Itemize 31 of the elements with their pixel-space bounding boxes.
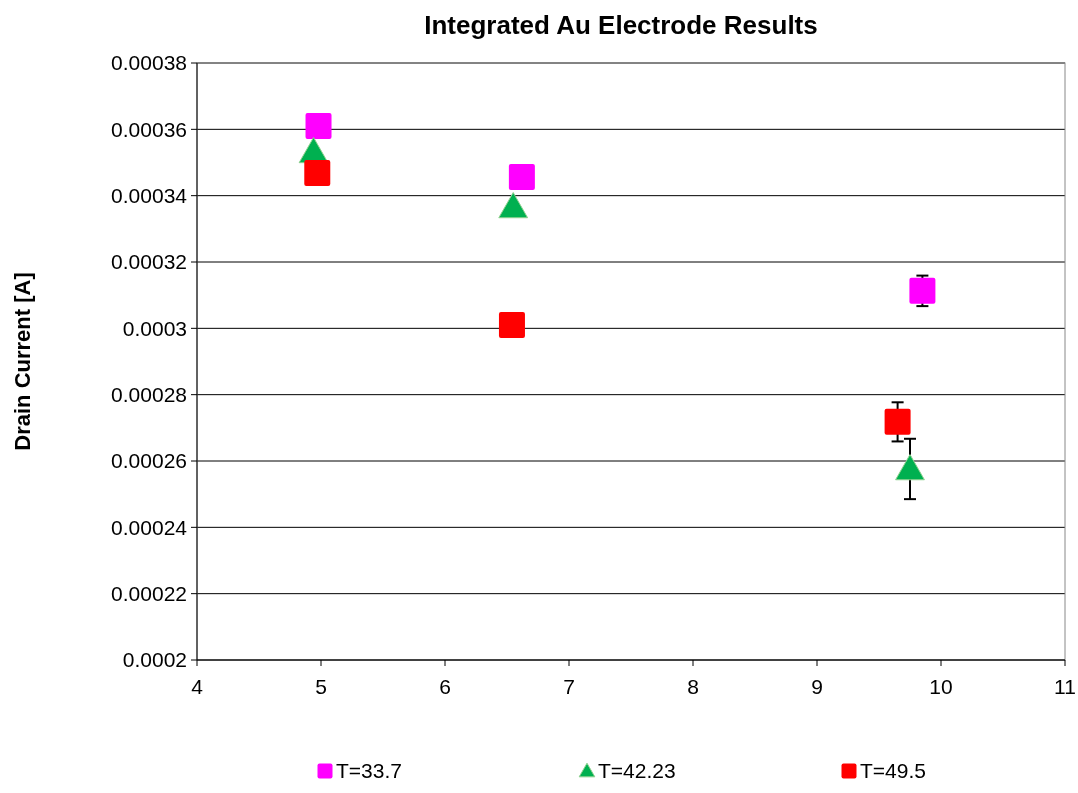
x-tick-label: 6	[439, 675, 451, 698]
chart-title: Integrated Au Electrode Results	[424, 10, 818, 40]
y-tick-label: 0.00022	[111, 582, 187, 606]
y-tick-label: 0.00024	[111, 515, 188, 539]
x-tick-label: 7	[563, 675, 575, 698]
legend-label: T=33.7	[336, 759, 402, 782]
x-tick-label: 5	[315, 675, 327, 698]
y-tick-label: 0.00032	[111, 250, 187, 274]
point	[895, 454, 925, 481]
y-tick-label: 0.0003	[122, 316, 187, 340]
x-tick-label: 9	[811, 675, 823, 698]
x-tick-label: 10	[929, 675, 953, 698]
x-tick-label: 11	[1054, 675, 1076, 698]
legend-label: T=49.5	[860, 759, 926, 782]
y-tick-label: 0.00034	[111, 184, 188, 208]
y-axis-title: Drain Current [A]	[10, 272, 35, 451]
y-tick-label: 0.00028	[111, 383, 187, 407]
y-tick-label: 0.0002	[122, 648, 187, 672]
point	[498, 312, 525, 339]
point	[304, 160, 331, 187]
x-tick-label: 4	[191, 675, 204, 698]
legend-label: T=42.23	[598, 759, 676, 782]
point	[884, 408, 911, 435]
y-tick-label: 0.00038	[111, 51, 187, 75]
y-tick-label: 0.00026	[111, 449, 187, 473]
point	[305, 113, 332, 140]
x-tick-label: 8	[687, 675, 699, 698]
point	[498, 192, 529, 219]
point	[909, 277, 936, 304]
point	[508, 164, 535, 191]
y-tick-label: 0.00036	[111, 117, 187, 141]
